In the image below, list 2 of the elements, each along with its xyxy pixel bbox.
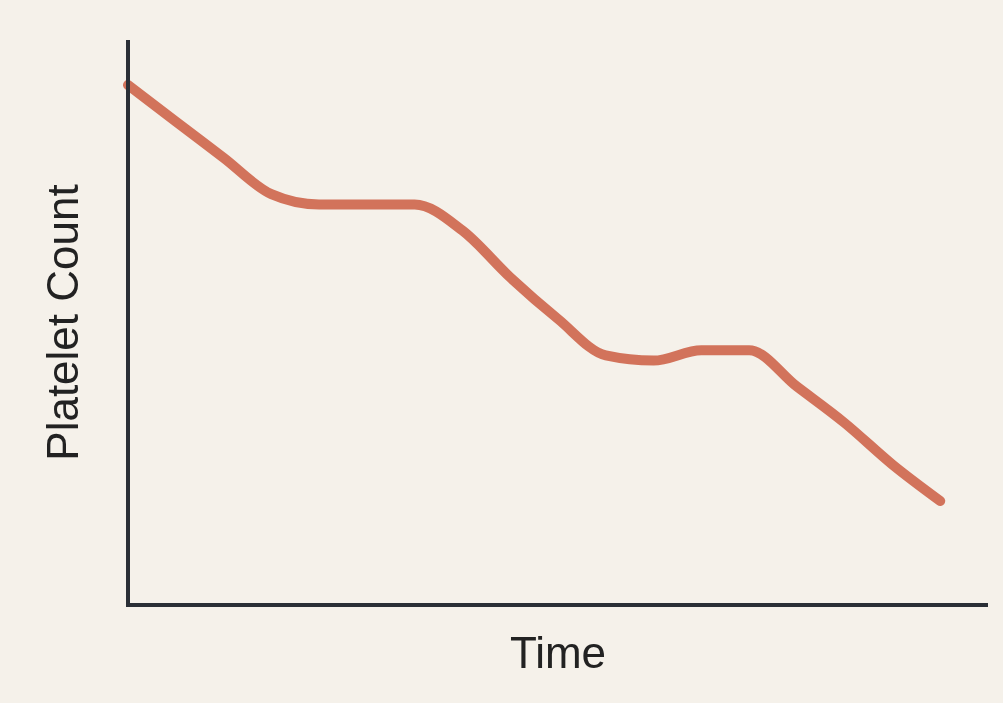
y-axis-title: Platelet Count: [38, 184, 87, 461]
x-axis-title: Time: [509, 628, 607, 677]
